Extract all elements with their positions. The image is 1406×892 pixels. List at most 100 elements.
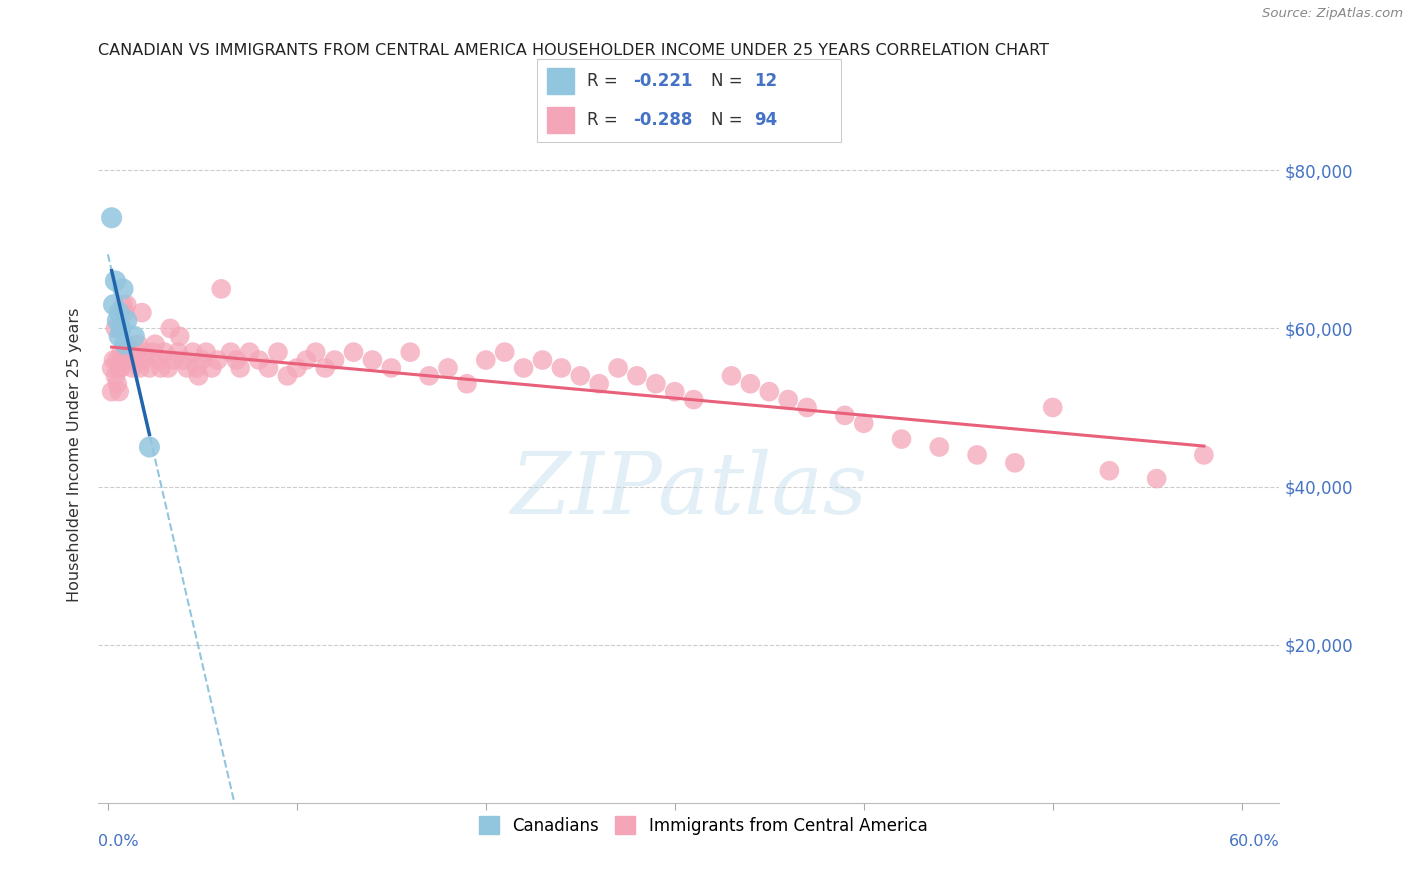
Point <box>118 353 141 368</box>
Point <box>157 361 180 376</box>
Bar <box>547 107 575 133</box>
Point <box>100 211 122 225</box>
Point <box>664 384 686 399</box>
Point <box>285 361 308 376</box>
Point <box>108 329 131 343</box>
Point <box>110 345 132 359</box>
Point <box>100 361 122 376</box>
Point <box>105 313 128 327</box>
Point <box>569 368 592 383</box>
Point <box>124 353 146 368</box>
Point <box>148 353 170 368</box>
Point <box>225 353 247 368</box>
Point <box>103 353 125 368</box>
Text: 0.0%: 0.0% <box>98 834 139 849</box>
Point <box>323 353 346 368</box>
Point <box>626 368 648 383</box>
Point <box>114 305 136 319</box>
Point <box>588 376 610 391</box>
Point <box>201 361 224 376</box>
Point <box>138 440 160 454</box>
Point <box>104 321 127 335</box>
Point <box>209 282 232 296</box>
Point <box>361 353 384 368</box>
Point <box>105 376 128 391</box>
Point <box>219 345 242 359</box>
Point <box>890 432 912 446</box>
Point <box>239 345 262 359</box>
Point <box>132 353 155 368</box>
FancyBboxPatch shape <box>537 59 841 142</box>
Point <box>531 353 554 368</box>
Point <box>125 345 148 359</box>
Point <box>494 345 516 359</box>
Point <box>127 337 149 351</box>
Point <box>186 361 208 376</box>
Point <box>380 361 402 376</box>
Point <box>314 361 336 376</box>
Y-axis label: Householder Income Under 25 years: Householder Income Under 25 years <box>67 308 83 602</box>
Point <box>512 361 534 376</box>
Point <box>399 345 422 359</box>
Point <box>103 298 125 312</box>
Point <box>121 361 143 376</box>
Point <box>159 321 181 335</box>
Point <box>207 353 229 368</box>
Point <box>138 361 160 376</box>
Point <box>834 409 856 423</box>
Point <box>142 345 165 359</box>
Point <box>342 345 364 359</box>
Text: 12: 12 <box>754 72 778 90</box>
Point <box>758 384 780 399</box>
Point <box>111 282 134 296</box>
Point <box>104 274 127 288</box>
Point <box>115 345 138 359</box>
Point <box>111 353 134 368</box>
Point <box>1042 401 1064 415</box>
Point <box>143 337 166 351</box>
Point <box>129 361 152 376</box>
Point <box>115 313 138 327</box>
Point <box>276 368 298 383</box>
Point <box>181 345 204 359</box>
Text: 60.0%: 60.0% <box>1229 834 1279 849</box>
Point <box>108 361 131 376</box>
Point <box>108 305 131 319</box>
Point <box>110 361 132 376</box>
Point <box>163 353 186 368</box>
Point <box>1192 448 1215 462</box>
Point <box>110 321 132 335</box>
Point <box>124 329 146 343</box>
Point <box>115 298 138 312</box>
Point <box>176 361 198 376</box>
Point <box>720 368 742 383</box>
Bar <box>547 68 575 94</box>
Text: ZIPatlas: ZIPatlas <box>510 449 868 531</box>
Point <box>195 345 218 359</box>
Point <box>166 345 188 359</box>
Text: 94: 94 <box>754 111 778 128</box>
Point <box>267 345 290 359</box>
Text: Source: ZipAtlas.com: Source: ZipAtlas.com <box>1263 7 1403 21</box>
Point <box>257 361 280 376</box>
Text: N =: N = <box>710 72 748 90</box>
Point <box>247 353 270 368</box>
Point <box>418 368 440 383</box>
Point <box>120 345 142 359</box>
Point <box>149 361 172 376</box>
Point <box>169 329 191 343</box>
Text: R =: R = <box>586 111 623 128</box>
Point <box>928 440 950 454</box>
Point <box>1146 472 1168 486</box>
Point <box>1004 456 1026 470</box>
Point <box>100 384 122 399</box>
Point <box>475 353 498 368</box>
Point <box>305 345 328 359</box>
Point <box>131 305 153 319</box>
Point <box>1098 464 1121 478</box>
Point <box>778 392 800 407</box>
Point <box>229 361 252 376</box>
Point <box>104 368 127 383</box>
Point <box>105 353 128 368</box>
Point <box>456 376 478 391</box>
